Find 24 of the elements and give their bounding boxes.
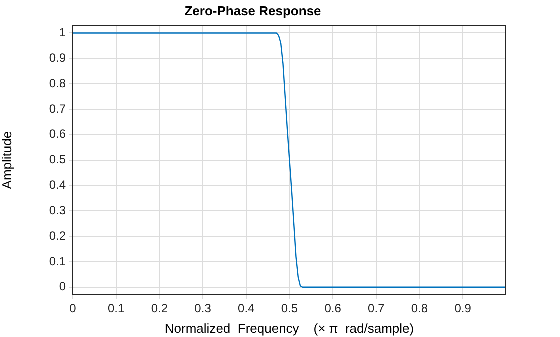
x-tick-label: 0.5 [281, 302, 298, 316]
x-tick-label: 0 [70, 302, 77, 316]
y-tick-label: 0.4 [49, 178, 66, 192]
y-tick-label: 0.5 [49, 152, 66, 167]
x-tick-label: 0.3 [194, 302, 212, 316]
y-axis-title: Amplitude [0, 131, 14, 190]
x-tick-label: 0.1 [108, 302, 126, 316]
chart-title: Zero-Phase Response [184, 3, 322, 18]
y-tick-label: 0.9 [49, 50, 66, 65]
y-tick-label: 1 [59, 26, 66, 40]
y-tick-label: 0.1 [49, 254, 66, 268]
x-tick-label: 0.9 [454, 302, 472, 316]
y-tick-label: 0.6 [49, 127, 66, 142]
y-tick-label: 0.7 [49, 102, 66, 116]
x-tick-label: 0.6 [324, 302, 342, 316]
x-tick-label: 0.7 [368, 302, 386, 316]
y-tick-label: 0.8 [49, 76, 66, 90]
x-tick-label: 0.2 [151, 302, 168, 316]
x-axis-title: Normalized Frequency (× π rad/sample) [164, 320, 414, 336]
x-tick-label: 0.4 [238, 302, 256, 316]
y-tick-label: 0.2 [49, 228, 66, 243]
x-tick-label: 0.8 [411, 302, 428, 316]
y-tick-label: 0.3 [49, 203, 66, 218]
y-tick-label: 0 [59, 280, 66, 294]
